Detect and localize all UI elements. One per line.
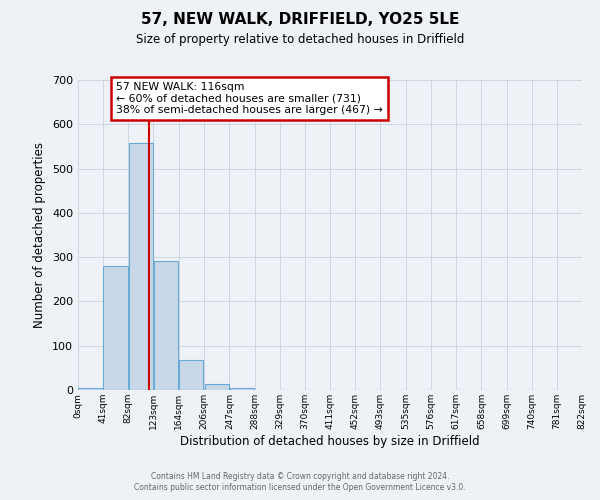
Text: Size of property relative to detached houses in Driffield: Size of property relative to detached ho… xyxy=(136,32,464,46)
Bar xyxy=(128,144,153,390)
Bar xyxy=(103,266,128,390)
Text: Contains public sector information licensed under the Open Government Licence v3: Contains public sector information licen… xyxy=(134,484,466,492)
X-axis label: Distribution of detached houses by size in Driffield: Distribution of detached houses by size … xyxy=(180,434,480,448)
Bar xyxy=(78,388,103,390)
Text: 57 NEW WALK: 116sqm
← 60% of detached houses are smaller (731)
38% of semi-detac: 57 NEW WALK: 116sqm ← 60% of detached ho… xyxy=(116,82,383,116)
Y-axis label: Number of detached properties: Number of detached properties xyxy=(34,142,46,328)
Text: Contains HM Land Registry data © Crown copyright and database right 2024.: Contains HM Land Registry data © Crown c… xyxy=(151,472,449,481)
Bar xyxy=(179,360,203,390)
Bar xyxy=(230,388,254,390)
Bar xyxy=(154,261,178,390)
Text: 57, NEW WALK, DRIFFIELD, YO25 5LE: 57, NEW WALK, DRIFFIELD, YO25 5LE xyxy=(141,12,459,28)
Bar xyxy=(205,384,229,390)
